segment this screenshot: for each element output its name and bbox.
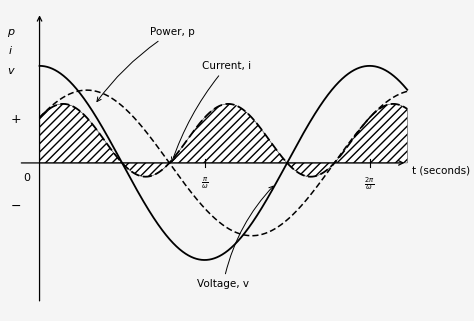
Text: 0: 0 [23, 173, 30, 183]
Text: p: p [7, 27, 14, 37]
Text: Power, p: Power, p [97, 27, 195, 101]
Text: i: i [9, 46, 12, 56]
Text: −: − [10, 200, 21, 213]
Text: Voltage, v: Voltage, v [197, 186, 273, 289]
Text: t (seconds): t (seconds) [412, 166, 471, 176]
Text: Current, i: Current, i [172, 61, 252, 161]
Text: $\frac{2\pi}{\omega}$: $\frac{2\pi}{\omega}$ [365, 176, 375, 192]
Text: $\frac{\pi}{\omega}$: $\frac{\pi}{\omega}$ [201, 176, 209, 191]
Text: v: v [7, 66, 14, 76]
Text: +: + [10, 113, 21, 126]
